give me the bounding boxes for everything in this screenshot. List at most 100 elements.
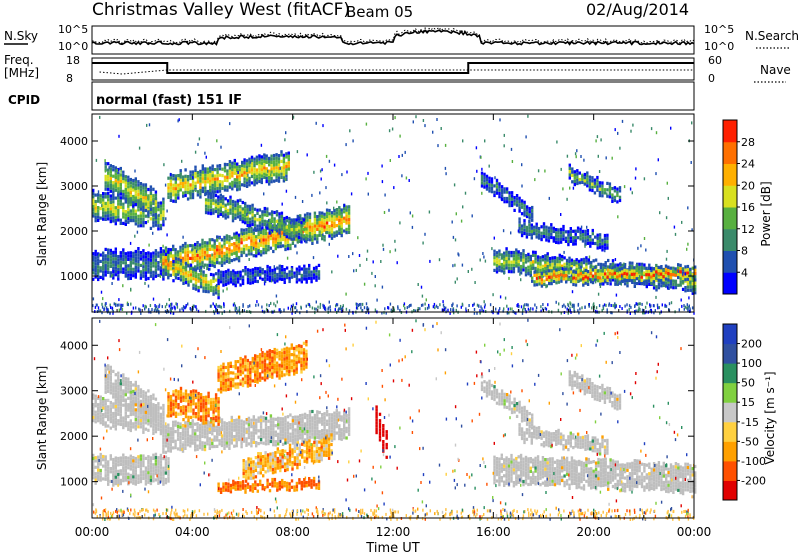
- near-range-echo: [683, 304, 685, 308]
- near-range-echo: [426, 306, 429, 310]
- echo-cell: [167, 192, 170, 196]
- echo-cell: [574, 270, 578, 274]
- echo-cell: [591, 185, 594, 189]
- echo-cell: [311, 222, 314, 226]
- echo-cell: [323, 235, 326, 239]
- echo-cell: [119, 179, 122, 183]
- echo-cell: [157, 264, 160, 268]
- echo-cell: [313, 237, 317, 241]
- echo-cell: [333, 221, 336, 225]
- echo-cell: [191, 192, 195, 196]
- echo-speckle: [621, 119, 624, 123]
- echo-cell: [598, 239, 602, 243]
- echo-cell: [199, 265, 203, 270]
- echo-cell: [154, 407, 158, 411]
- echo-speckle: [510, 147, 513, 151]
- echo-cell: [540, 225, 543, 229]
- echo-cell: [298, 278, 301, 282]
- echo-cell: [92, 460, 95, 464]
- echo-cell: [321, 237, 324, 241]
- near-range-echo: [98, 309, 100, 313]
- echo-cell: [149, 472, 153, 476]
- echo-cell: [255, 158, 259, 162]
- echo-speckle: [152, 297, 155, 301]
- echo-cell: [129, 187, 132, 191]
- echo-cell: [638, 267, 641, 271]
- echo-cell: [167, 263, 170, 267]
- echo-cell: [263, 175, 266, 179]
- echo-speckle: [566, 197, 568, 201]
- echo-cell: [636, 281, 639, 286]
- echo-cell: [240, 241, 243, 245]
- echo-cell: [117, 174, 120, 178]
- echo-cell: [162, 403, 165, 408]
- near-range-echo: [567, 311, 569, 315]
- echo-cell: [581, 233, 585, 237]
- echo-cell: [614, 263, 617, 267]
- echo-cell: [186, 253, 190, 258]
- echo-cell: [601, 248, 604, 252]
- echo-cell: [222, 280, 225, 284]
- echo-speckle: [583, 158, 585, 162]
- echo-cell: [174, 183, 177, 188]
- echo-speckle: [118, 134, 120, 138]
- near-range-echo: [610, 311, 612, 315]
- near-range-echo: [397, 306, 399, 310]
- echo-cell: [144, 401, 148, 405]
- near-range-echo: [544, 306, 546, 310]
- echo-cell: [282, 153, 286, 157]
- echo-cell: [196, 263, 199, 267]
- echo-cell: [570, 258, 574, 262]
- echo-cell: [102, 477, 105, 481]
- echo-cell: [507, 257, 511, 261]
- echo-cell: [142, 399, 145, 403]
- echo-cell: [272, 166, 276, 170]
- echo-cell: [253, 170, 256, 174]
- echo-cell: [290, 269, 294, 273]
- echo-cell: [298, 265, 301, 269]
- echo-cell: [196, 257, 199, 261]
- echo-cell: [97, 255, 100, 259]
- echo-cell: [523, 210, 526, 214]
- echo-cell: [226, 199, 230, 203]
- echo-cell: [613, 198, 617, 203]
- echo-cell: [285, 155, 288, 159]
- echo-cell: [550, 232, 553, 236]
- echo-speckle: [273, 265, 275, 269]
- echo-cell: [288, 236, 291, 240]
- echo-cell: [569, 236, 572, 240]
- echo-cell: [137, 425, 140, 429]
- echo-cell: [132, 254, 135, 259]
- echo-cell: [297, 226, 301, 230]
- echo-cell: [112, 174, 115, 178]
- echo-speckle: [267, 169, 269, 173]
- echo-cell: [272, 160, 276, 164]
- echo-cell: [255, 241, 258, 245]
- echo-cell: [219, 280, 223, 284]
- echo-cell: [603, 188, 607, 192]
- echo-cell: [244, 211, 247, 215]
- echo-speckle: [394, 248, 397, 252]
- echo-cell: [207, 290, 210, 294]
- echo-cell: [216, 245, 219, 249]
- echo-cell: [259, 250, 263, 254]
- echo-cell: [236, 168, 239, 173]
- echo-cell: [586, 171, 589, 175]
- echo-speckle: [629, 187, 632, 191]
- echo-cell: [266, 210, 269, 214]
- echo-speckle: [503, 271, 505, 275]
- echo-cell: [535, 279, 539, 284]
- echo-cell: [616, 200, 619, 204]
- echo-speckle: [456, 277, 458, 281]
- echo-cell: [564, 236, 568, 240]
- echo-speckle: [320, 177, 322, 181]
- echo-cell: [147, 267, 150, 271]
- echo-cell: [152, 194, 155, 198]
- echo-cell: [542, 228, 546, 232]
- echo-cell: [129, 477, 132, 481]
- echo-speckle: [313, 170, 315, 174]
- echo-cell: [157, 267, 160, 271]
- echo-speckle: [92, 297, 95, 301]
- near-range-echo: [581, 306, 583, 310]
- echo-cell: [246, 274, 250, 278]
